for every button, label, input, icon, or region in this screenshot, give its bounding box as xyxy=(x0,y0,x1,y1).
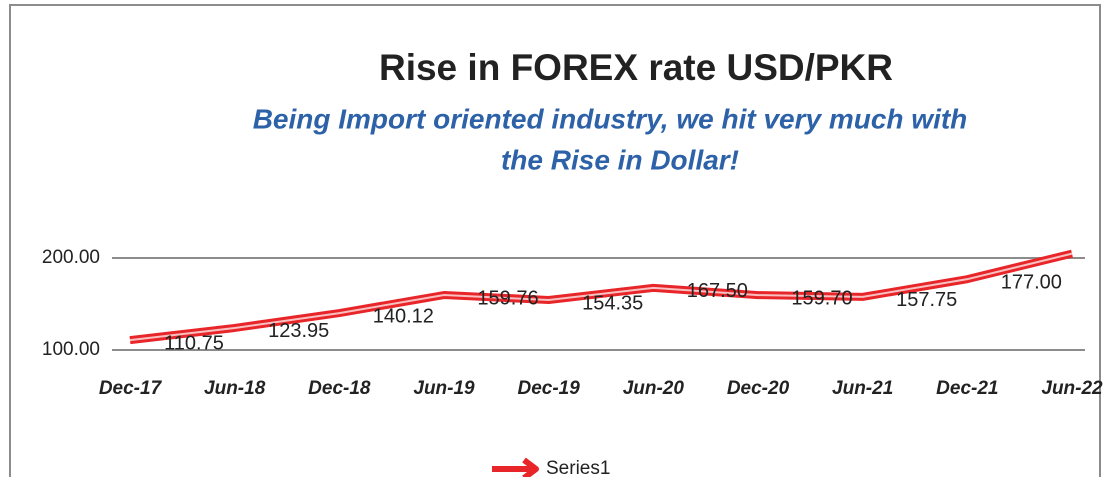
data-label: 167.50 xyxy=(687,280,748,302)
x-tick-label: Dec-21 xyxy=(936,378,998,399)
chart-subtitle: the Rise in Dollar! xyxy=(501,144,739,175)
chart-subtitle: Being Import oriented industry, we hit v… xyxy=(253,103,968,134)
x-tick-label: Jun-21 xyxy=(832,378,893,399)
x-tick-label: Jun-18 xyxy=(204,378,266,399)
chart-title: Rise in FOREX rate USD/PKR xyxy=(379,47,893,88)
x-tick-label: Jun-20 xyxy=(623,378,685,399)
x-tick-label: Jun-19 xyxy=(413,378,475,399)
x-tick-label: Dec-17 xyxy=(99,378,163,399)
legend-marker xyxy=(492,457,539,481)
x-tick-label: Jun-22 xyxy=(1041,378,1103,399)
data-label: 177.00 xyxy=(1001,271,1062,293)
data-label: 140.12 xyxy=(373,305,434,327)
data-label: 159.76 xyxy=(477,287,538,309)
data-label: 110.75 xyxy=(164,332,224,354)
legend-label: Series1 xyxy=(546,458,610,477)
data-label: 157.75 xyxy=(896,289,957,311)
x-tick-label: Dec-19 xyxy=(518,378,581,399)
y-tick-label: 200.00 xyxy=(42,247,100,268)
series-line-highlight xyxy=(129,252,1073,342)
x-tick-label: Dec-20 xyxy=(727,378,790,399)
data-label: 159.70 xyxy=(791,287,852,309)
y-tick-label: 100.00 xyxy=(42,339,100,360)
data-label: 123.95 xyxy=(268,320,329,342)
data-label: 154.35 xyxy=(582,292,643,314)
x-tick-label: Dec-18 xyxy=(308,378,371,399)
chart-border xyxy=(9,4,1101,482)
